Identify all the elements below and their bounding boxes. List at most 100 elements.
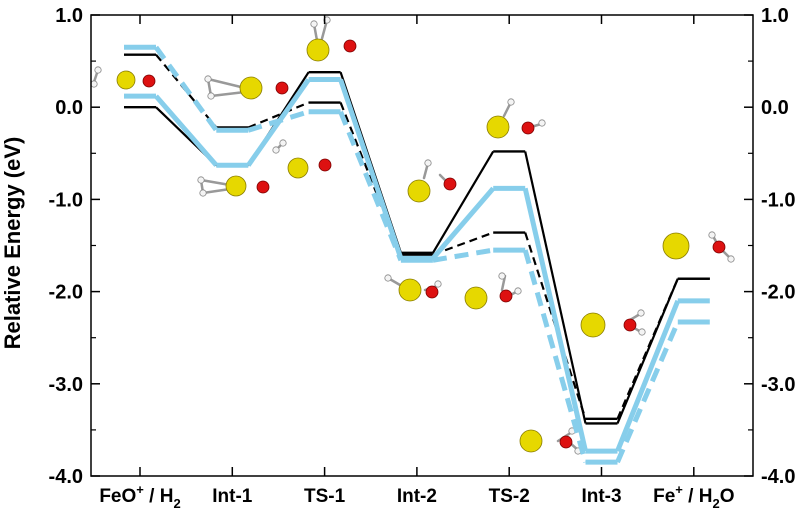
- series-segment: [524, 151, 587, 424]
- x-category-label: FeO+ / H2: [99, 482, 180, 511]
- series-segment: [432, 231, 494, 256]
- atom: [275, 81, 289, 95]
- atom: [306, 38, 330, 62]
- series-segment: [247, 109, 310, 133]
- atom: [239, 76, 263, 100]
- series-segment: [616, 278, 679, 424]
- fe-h2o-product-molecules: [662, 231, 735, 263]
- atom: [727, 255, 735, 263]
- atom: [225, 175, 247, 197]
- atom: [407, 179, 431, 203]
- y-axis-title: Relative Energy (eV): [0, 137, 25, 350]
- y-tick-label-left: -1.0: [49, 189, 83, 211]
- atom: [519, 429, 543, 453]
- atom: [580, 312, 606, 338]
- series-segment: [431, 186, 496, 261]
- labels-layer: -4.0 -4.0 -3.0 -3.0 -2.0 -2.0 -1.0 -1.0 0.0 0.0 1.…: [49, 5, 796, 511]
- y-tick-label-right: -3.0: [761, 374, 795, 396]
- int1-upper-molecule: [204, 75, 289, 100]
- atom: [199, 189, 207, 197]
- atom: [197, 176, 205, 184]
- y-tick-label-left: -4.0: [49, 466, 83, 488]
- atom: [142, 74, 156, 88]
- x-category-label: Fe+ / H2O: [653, 482, 734, 511]
- atom: [256, 180, 270, 194]
- series-layer: [124, 44, 710, 465]
- atom: [498, 272, 506, 280]
- atom: [708, 231, 716, 239]
- atom: [318, 158, 332, 172]
- series-segment: [155, 53, 218, 129]
- x-category-label: TS-2: [489, 486, 530, 507]
- series-segment: [153, 45, 219, 132]
- atom: [559, 435, 573, 449]
- y-tick-label-left: -2.0: [49, 282, 83, 304]
- series-segment: [247, 101, 310, 129]
- atom: [486, 115, 510, 139]
- atom: [204, 75, 212, 83]
- series-segment: [615, 321, 681, 464]
- series-segment: [522, 187, 588, 452]
- series-blue-dashed: [124, 44, 710, 465]
- bond: [201, 187, 232, 195]
- series-segment: [338, 78, 404, 260]
- ts1-lower-molecule: [272, 139, 332, 179]
- atom: [507, 98, 515, 106]
- bond: [209, 90, 247, 98]
- ts1-upper-molecule: [306, 16, 357, 62]
- x-category-label: Int-3: [581, 486, 621, 507]
- x-category-label: Int-2: [397, 486, 437, 507]
- atom: [514, 287, 522, 295]
- bond: [199, 178, 232, 187]
- series-segment: [615, 299, 681, 453]
- atom: [323, 16, 331, 24]
- atom: [712, 240, 726, 254]
- atom: [425, 285, 439, 299]
- int3-molecule: [519, 309, 646, 455]
- series-segment: [338, 110, 404, 262]
- int1-lower-molecule: [197, 175, 270, 197]
- atom: [623, 318, 637, 332]
- atom: [424, 159, 432, 167]
- atom: [116, 70, 136, 90]
- atom: [310, 20, 318, 28]
- int2-lower-molecule: [384, 274, 442, 302]
- series-blue-solid: [124, 77, 710, 454]
- atom: [279, 139, 287, 147]
- axes-layer: [90, 14, 754, 477]
- atom: [94, 66, 102, 74]
- plot-frame: [90, 14, 754, 477]
- atom: [287, 157, 309, 179]
- feo-h2-reactant-molecule: [90, 66, 156, 90]
- y-tick-label-left: 0.0: [55, 97, 83, 119]
- y-tick-label-left: -3.0: [49, 374, 83, 396]
- int2-upper-molecule: [407, 159, 457, 203]
- series-segment: [431, 150, 495, 254]
- atom: [207, 92, 215, 100]
- molecule-structures: [90, 16, 735, 455]
- x-category-label: TS-1: [304, 486, 346, 507]
- ts2-upper-molecule: [486, 98, 546, 139]
- atom: [464, 286, 488, 310]
- atom: [343, 39, 357, 53]
- atom: [637, 309, 645, 317]
- y-tick-label-right: 0.0: [761, 97, 789, 119]
- series-segment: [432, 247, 494, 263]
- series-segment: [522, 249, 588, 463]
- atom: [638, 328, 646, 336]
- series-black-dashed: [124, 53, 710, 421]
- atom: [662, 232, 690, 260]
- x-category-label: Int-1: [212, 486, 253, 507]
- atom: [434, 280, 442, 288]
- y-tick-label-left: 1.0: [55, 5, 83, 27]
- atom: [384, 274, 392, 282]
- ts2-lower-molecule: [464, 272, 522, 310]
- y-tick-label-right: -4.0: [761, 466, 795, 488]
- atom: [521, 121, 535, 135]
- atom: [499, 289, 513, 303]
- atom: [538, 119, 546, 127]
- y-tick-label-right: 1.0: [761, 5, 789, 27]
- y-tick-label-right: -2.0: [761, 282, 795, 304]
- bond: [206, 77, 247, 90]
